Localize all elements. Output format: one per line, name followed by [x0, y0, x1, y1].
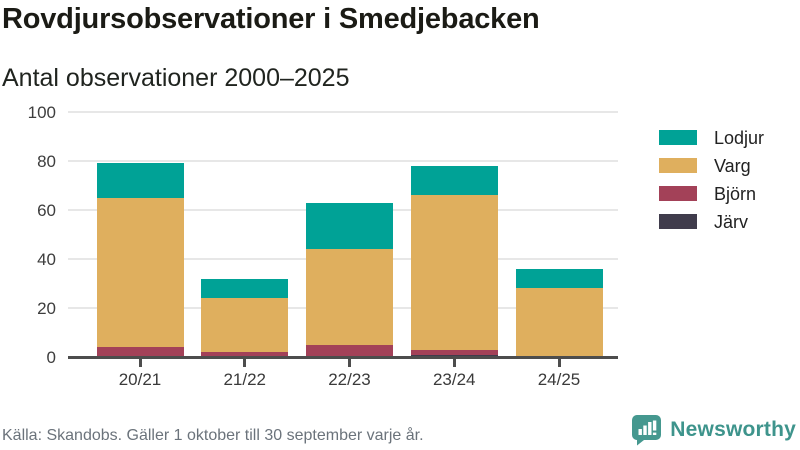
gridline-80	[68, 160, 618, 162]
bar-segment-22-23-lodjur	[306, 202, 393, 250]
x-axis-line	[68, 356, 618, 359]
y-tick-label-40: 40	[37, 250, 56, 269]
x-tick-24-25	[557, 359, 561, 367]
legend-label-lodjur: Lodjur	[714, 127, 765, 148]
x-tick-20-21	[138, 359, 142, 367]
chart-subtitle: Antal observationer 2000–2025	[2, 64, 350, 92]
bar-segment-20-21-björn	[96, 347, 184, 357]
x-tick-label-21-22: 21/22	[223, 370, 267, 389]
bar-segment-22-23-varg	[306, 249, 393, 345]
legend-swatch-järv	[659, 214, 697, 229]
source-note: Källa: Skandobs. Gäller 1 oktober till 3…	[2, 427, 424, 444]
x-tick-label-22-23: 22/23	[328, 370, 371, 389]
bar-segment-21-22-björn	[201, 352, 289, 357]
legend-item-järv: Järv	[659, 211, 764, 232]
legend-item-varg: Varg	[659, 155, 764, 176]
legend: Lodjur Varg Björn Järv	[659, 127, 765, 242]
y-tick-label-60: 60	[37, 201, 56, 220]
x-tick-21-22	[243, 359, 247, 367]
gridline-100	[68, 111, 618, 113]
x-tick-23-24	[452, 359, 456, 367]
bar-segment-23-24-björn	[410, 349, 498, 355]
legend-swatch-varg	[659, 158, 697, 173]
bar-segment-24-25-lodjur	[515, 268, 603, 289]
bar-segment-20-21-lodjur	[96, 163, 184, 198]
bar-segment-23-24-varg	[410, 195, 498, 350]
legend-label-järv: Järv	[714, 211, 749, 232]
bar-segment-21-22-lodjur	[201, 278, 289, 299]
newsworthy-icon	[632, 415, 662, 446]
y-tick-label-0: 0	[46, 348, 56, 367]
x-tick-label-24-25: 24/25	[537, 370, 581, 389]
legend-item-björn: Björn	[659, 183, 764, 204]
y-tick-label-80: 80	[37, 152, 56, 171]
legend-swatch-björn	[659, 186, 697, 201]
bar-segment-23-24-järv	[410, 354, 498, 357]
bar-segment-21-22-varg	[201, 298, 289, 353]
bar-segment-22-23-björn	[306, 344, 393, 357]
legend-swatch-lodjur	[659, 130, 697, 145]
x-tick-22-23	[348, 359, 351, 367]
legend-label-varg: Varg	[714, 155, 751, 176]
y-tick-label-100: 100	[27, 103, 56, 122]
page-title: Rovdjursobservationer i Smedjebacken	[2, 3, 540, 35]
bar-segment-24-25-varg	[515, 288, 603, 357]
brand-name: Newsworthy	[670, 418, 796, 441]
x-tick-label-23-24: 23/24	[432, 370, 476, 389]
x-tick-label-20-21: 20/21	[118, 370, 162, 389]
bar-segment-23-24-lodjur	[410, 165, 498, 196]
legend-label-björn: Björn	[714, 183, 757, 204]
newsworthy-logo: Newsworthy	[631, 414, 796, 446]
legend-item-lodjur: Lodjur	[659, 127, 765, 148]
bar-segment-20-21-varg	[96, 197, 184, 348]
y-tick-label-20: 20	[37, 299, 56, 318]
